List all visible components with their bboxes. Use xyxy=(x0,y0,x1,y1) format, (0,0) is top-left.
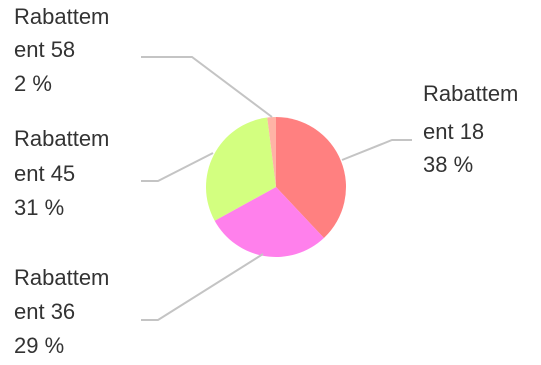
slice-label: Rabattem ent 18 38 % xyxy=(423,81,518,177)
leader-line xyxy=(141,253,264,321)
slice-name-label: ent 18 xyxy=(423,119,484,144)
slice-name-label: ent 45 xyxy=(14,161,75,186)
slice-label: Rabattem ent 58 2 % xyxy=(14,4,109,96)
slice-percent-label: 2 % xyxy=(14,71,52,96)
slice-percent-label: 29 % xyxy=(14,333,64,358)
slice-name-label: Rabattem xyxy=(14,126,109,151)
slice-name-label: ent 36 xyxy=(14,299,75,324)
leader-line xyxy=(141,152,214,182)
pie-slice-rabattement-45 xyxy=(206,117,276,221)
slice-name-label: Rabattem xyxy=(14,265,109,290)
slice-label: Rabattem ent 36 29 % xyxy=(14,265,109,358)
pie-slices xyxy=(206,117,347,258)
pie-slice-rabattement-18 xyxy=(276,117,347,239)
slice-name-label: ent 58 xyxy=(14,37,75,62)
pie-slice-rabattement-36 xyxy=(214,187,324,258)
slice-percent-label: 38 % xyxy=(423,152,473,177)
slice-label: Rabattem ent 45 31 % xyxy=(14,126,109,220)
leader-lines xyxy=(141,56,412,321)
slice-percent-label: 31 % xyxy=(14,195,64,220)
leader-line xyxy=(141,56,273,118)
slice-name-label: Rabattem xyxy=(423,81,518,106)
slice-name-label: Rabattem xyxy=(14,4,109,29)
pie-slice-rabattement-58 xyxy=(267,117,276,187)
leader-line xyxy=(341,139,412,161)
